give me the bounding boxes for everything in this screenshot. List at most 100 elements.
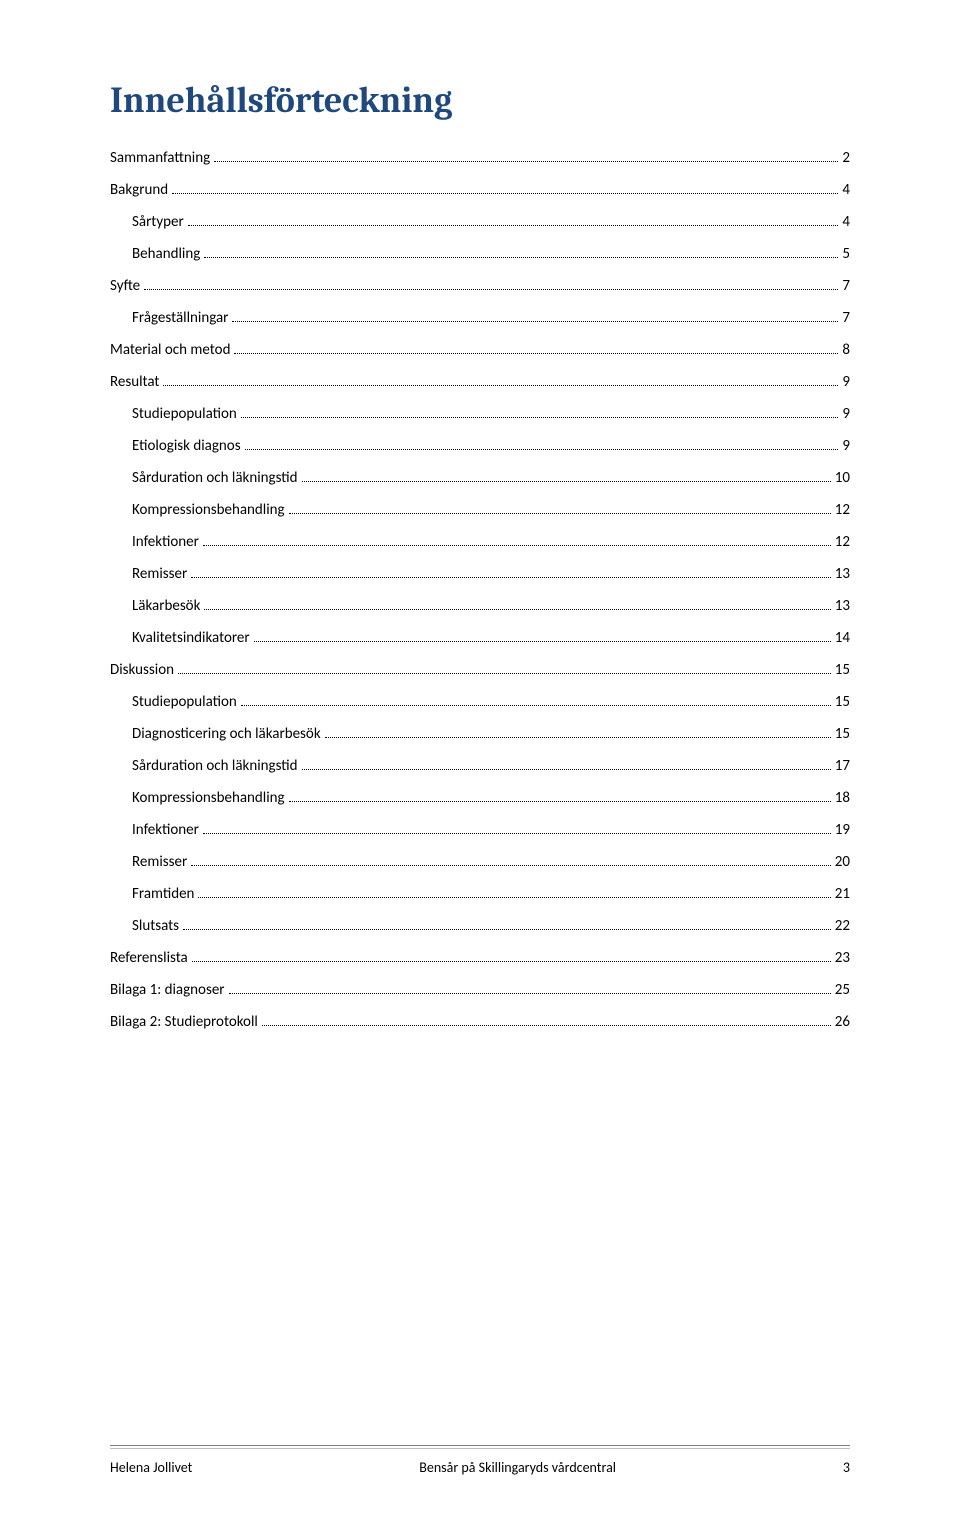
toc-leader-dots: [204, 257, 838, 258]
page-title: Innehållsförteckning: [110, 80, 850, 121]
toc-leader-dots: [262, 1025, 831, 1026]
toc-entry-page: 9: [842, 405, 850, 423]
toc-entry-page: 4: [842, 213, 850, 231]
toc-entry[interactable]: Kompressionsbehandling12: [110, 501, 850, 519]
toc-entry-page: 12: [835, 533, 850, 551]
toc-entry[interactable]: Infektioner19: [110, 821, 850, 839]
toc-leader-dots: [188, 225, 839, 226]
toc-leader-dots: [229, 993, 831, 994]
table-of-contents: Sammanfattning2 Bakgrund4 Sårtyper 4 Behandl…: [110, 149, 850, 1031]
toc-leader-dots: [254, 641, 831, 642]
page-footer: Helena Jollivet Bensår på Skillingaryds …: [110, 1445, 850, 1476]
toc-entry[interactable]: Sårduration och läkningstid 10: [110, 469, 850, 487]
toc-entry-page: 22: [835, 917, 850, 935]
toc-entry-page: 15: [835, 725, 850, 743]
toc-entry-label: Diagnosticering och läkarbesök: [132, 725, 321, 743]
toc-entry[interactable]: Studiepopulation 15: [110, 693, 850, 711]
toc-entry[interactable]: Kvalitetsindikatorer 14: [110, 629, 850, 647]
toc-leader-dots: [289, 513, 831, 514]
toc-entry[interactable]: Diagnosticering och läkarbesök 15: [110, 725, 850, 743]
footer-page-number: 3: [843, 1459, 850, 1476]
toc-leader-dots: [183, 929, 831, 930]
toc-entry-page: 8: [842, 341, 850, 359]
toc-entry-page: 19: [835, 821, 850, 839]
toc-entry[interactable]: Sammanfattning2: [110, 149, 850, 167]
toc-leader-dots: [198, 897, 830, 898]
toc-entry-page: 15: [835, 661, 850, 679]
toc-entry-label: Resultat: [110, 373, 159, 391]
toc-entry-page: 12: [835, 501, 850, 519]
toc-entry-page: 7: [842, 309, 850, 327]
toc-entry-page: 18: [835, 789, 850, 807]
toc-entry[interactable]: Framtiden21: [110, 885, 850, 903]
toc-entry-label: Bilaga 1: diagnoser: [110, 981, 225, 999]
toc-entry-label: Studiepopulation: [132, 693, 237, 711]
toc-leader-dots: [245, 449, 839, 450]
toc-leader-dots: [214, 161, 838, 162]
toc-leader-dots: [203, 833, 831, 834]
toc-entry-page: 17: [835, 757, 850, 775]
toc-entry-label: Diskussion: [110, 661, 174, 679]
toc-entry[interactable]: Syfte 7: [110, 277, 850, 295]
toc-entry-page: 10: [835, 469, 850, 487]
toc-entry-page: 15: [835, 693, 850, 711]
toc-entry-label: Etiologisk diagnos: [132, 437, 241, 455]
toc-leader-dots: [178, 673, 831, 674]
toc-entry[interactable]: Infektioner 12: [110, 533, 850, 551]
toc-entry[interactable]: Behandling5: [110, 245, 850, 263]
toc-leader-dots: [172, 193, 838, 194]
toc-leader-dots: [232, 321, 838, 322]
toc-entry-label: Sårduration och läkningstid: [132, 757, 298, 775]
toc-entry[interactable]: Bakgrund4: [110, 181, 850, 199]
toc-entry-page: 7: [842, 277, 850, 295]
toc-entry-page: 26: [835, 1013, 850, 1031]
footer-author: Helena Jollivet: [110, 1459, 192, 1476]
toc-leader-dots: [204, 609, 830, 610]
toc-leader-dots: [241, 417, 839, 418]
toc-entry-label: Kvalitetsindikatorer: [132, 629, 250, 647]
toc-entry-label: Sårduration och läkningstid: [132, 469, 298, 487]
toc-leader-dots: [241, 705, 831, 706]
toc-entry-label: Behandling: [132, 245, 200, 263]
toc-entry[interactable]: Bilaga 1: diagnoser25: [110, 981, 850, 999]
toc-leader-dots: [191, 577, 831, 578]
toc-entry[interactable]: Diskussion 15: [110, 661, 850, 679]
toc-entry-page: 20: [835, 853, 850, 871]
toc-entry-label: Slutsats: [132, 917, 179, 935]
toc-entry-page: 4: [842, 181, 850, 199]
toc-entry-page: 14: [835, 629, 850, 647]
toc-entry-label: Infektioner: [132, 533, 199, 551]
toc-entry[interactable]: Frågeställningar7: [110, 309, 850, 327]
toc-entry-page: 23: [835, 949, 850, 967]
footer-rule-thin: [110, 1448, 850, 1449]
toc-leader-dots: [234, 353, 838, 354]
toc-entry[interactable]: Kompressionsbehandling 18: [110, 789, 850, 807]
toc-entry-page: 13: [835, 565, 850, 583]
toc-entry[interactable]: Remisser 20: [110, 853, 850, 871]
toc-entry-label: Remisser: [132, 853, 187, 871]
toc-entry-label: Kompressionsbehandling: [132, 789, 285, 807]
toc-entry[interactable]: Sårduration och läkningstid 17: [110, 757, 850, 775]
toc-entry[interactable]: Resultat 9: [110, 373, 850, 391]
toc-entry-label: Remisser: [132, 565, 187, 583]
toc-entry[interactable]: Sårtyper 4: [110, 213, 850, 231]
toc-entry-label: Material och metod: [110, 341, 230, 359]
toc-leader-dots: [325, 737, 831, 738]
footer-doc-title: Bensår på Skillingaryds vårdcentral: [419, 1459, 616, 1476]
toc-entry-page: 9: [842, 373, 850, 391]
toc-leader-dots: [192, 961, 831, 962]
toc-entry[interactable]: Remisser 13: [110, 565, 850, 583]
toc-entry[interactable]: Etiologisk diagnos 9: [110, 437, 850, 455]
toc-entry-label: Syfte: [110, 277, 140, 295]
toc-leader-dots: [203, 545, 831, 546]
toc-entry-page: 9: [842, 437, 850, 455]
toc-entry[interactable]: Material och metod 8: [110, 341, 850, 359]
toc-entry-page: 13: [835, 597, 850, 615]
toc-entry[interactable]: Slutsats 22: [110, 917, 850, 935]
toc-entry[interactable]: Bilaga 2: Studieprotokoll26: [110, 1013, 850, 1031]
toc-leader-dots: [302, 481, 831, 482]
toc-entry[interactable]: Referenslista23: [110, 949, 850, 967]
toc-entry[interactable]: Studiepopulation9: [110, 405, 850, 423]
toc-entry[interactable]: Läkarbesök13: [110, 597, 850, 615]
toc-entry-label: Sårtyper: [132, 213, 184, 231]
